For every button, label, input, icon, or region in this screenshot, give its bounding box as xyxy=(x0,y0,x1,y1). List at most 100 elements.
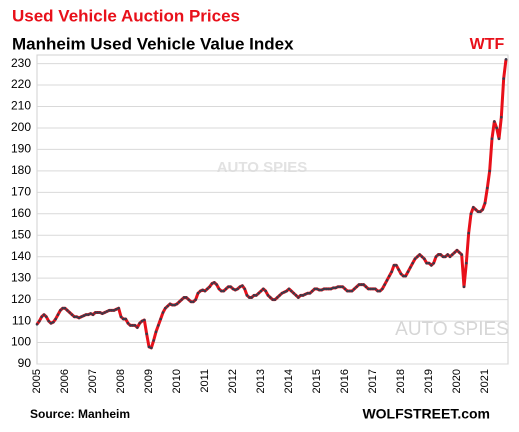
data-point xyxy=(161,311,165,314)
data-point xyxy=(290,289,293,293)
x-tick-label: 2005 xyxy=(31,369,43,393)
y-tick-label: 120 xyxy=(11,292,31,306)
data-point xyxy=(292,291,295,295)
data-point xyxy=(362,283,365,286)
data-point xyxy=(430,263,433,267)
data-point xyxy=(255,294,258,297)
data-point xyxy=(371,287,375,291)
data-point xyxy=(334,286,337,290)
data-point xyxy=(469,212,473,216)
data-point xyxy=(61,306,64,310)
data-point xyxy=(138,321,141,325)
data-point xyxy=(476,210,480,213)
y-tick-label: 150 xyxy=(11,227,31,241)
data-point xyxy=(157,324,160,327)
data-point xyxy=(301,294,305,297)
x-tick-label: 2014 xyxy=(283,369,295,393)
data-point xyxy=(224,287,228,291)
data-point xyxy=(119,315,123,319)
data-point xyxy=(45,315,48,319)
data-point xyxy=(392,263,396,267)
data-point xyxy=(500,115,503,119)
data-point xyxy=(504,57,508,61)
data-point xyxy=(101,312,104,315)
data-point xyxy=(278,294,281,297)
data-point xyxy=(420,255,424,259)
data-point xyxy=(94,311,97,314)
watermark: AUTO SPIES xyxy=(217,159,308,176)
data-point xyxy=(166,304,169,308)
data-point xyxy=(325,287,328,291)
data-point xyxy=(367,287,370,291)
data-point xyxy=(115,307,118,311)
data-point xyxy=(329,287,333,291)
y-tick-label: 110 xyxy=(12,313,31,327)
data-point xyxy=(124,317,127,321)
x-tick-label: 2006 xyxy=(59,369,71,393)
data-point xyxy=(229,285,232,289)
data-point xyxy=(483,201,487,205)
y-tick-label: 160 xyxy=(11,206,31,220)
data-point xyxy=(336,285,340,289)
data-point xyxy=(423,257,426,261)
data-point xyxy=(194,298,197,301)
data-point xyxy=(453,251,456,254)
source: Source: Manheim xyxy=(30,407,130,421)
data-point xyxy=(143,318,146,322)
data-point xyxy=(248,296,251,299)
data-point xyxy=(497,137,501,140)
x-tick-label: 2019 xyxy=(423,369,435,393)
y-tick-label: 230 xyxy=(11,56,31,70)
data-point xyxy=(38,319,41,323)
data-point xyxy=(411,261,414,265)
data-point xyxy=(273,298,277,301)
x-tick-label: 2013 xyxy=(255,369,267,393)
data-point xyxy=(308,291,312,295)
y-tick-label: 90 xyxy=(18,356,32,370)
data-point xyxy=(159,317,162,321)
x-tick-label: 2011 xyxy=(199,369,211,393)
data-point xyxy=(175,302,179,306)
data-point xyxy=(297,296,300,299)
data-point xyxy=(285,289,288,293)
data-point xyxy=(217,287,221,291)
data-point xyxy=(490,137,494,140)
x-tick-label: 2020 xyxy=(451,369,463,393)
data-point xyxy=(427,261,431,265)
data-point xyxy=(304,292,307,296)
data-point xyxy=(465,261,468,265)
data-point xyxy=(133,324,137,327)
data-point xyxy=(388,274,391,278)
data-point xyxy=(234,288,237,292)
data-point xyxy=(439,253,442,256)
data-point xyxy=(327,287,330,291)
data-point xyxy=(404,274,407,278)
data-point xyxy=(66,309,69,312)
data-point xyxy=(348,289,351,293)
data-point xyxy=(357,283,361,286)
data-point xyxy=(493,120,496,123)
data-point xyxy=(315,287,319,291)
data-point xyxy=(117,306,120,310)
grid xyxy=(37,63,508,365)
data-point xyxy=(126,321,130,325)
data-point xyxy=(294,294,298,297)
data-point xyxy=(402,274,405,278)
data-point xyxy=(182,296,186,299)
data-point xyxy=(108,309,111,312)
data-point xyxy=(399,272,403,276)
data-point xyxy=(122,317,125,321)
x-tick-label: 2010 xyxy=(171,369,183,393)
data-point xyxy=(199,289,202,293)
data-point xyxy=(332,286,335,290)
data-point xyxy=(364,285,368,289)
data-point xyxy=(257,291,260,295)
data-point xyxy=(222,289,225,293)
data-point xyxy=(82,314,85,318)
data-point xyxy=(252,294,256,297)
data-point xyxy=(381,287,384,291)
data-point xyxy=(150,346,153,350)
y-tick-label: 180 xyxy=(11,163,31,177)
